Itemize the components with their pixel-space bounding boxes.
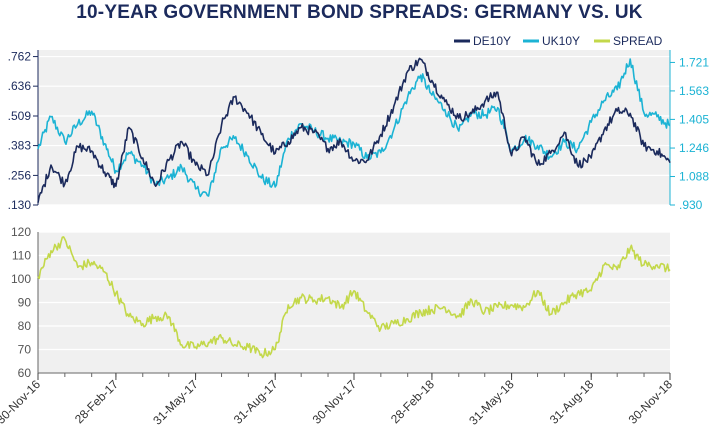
left-axis-tick-label: .130: [8, 198, 32, 212]
x-axis-tick-label: 28-Feb-17: [72, 377, 121, 426]
series-line-de10y: [37, 57, 671, 203]
x-axis-tick-label: 31-Aug-17: [231, 377, 281, 427]
series-line-uk10y: [37, 58, 671, 198]
spread-axis-tick-label: 120: [11, 225, 31, 239]
top-panel-background: [38, 50, 670, 205]
x-axis-tick-label: 31-May-18: [466, 377, 517, 428]
spread-axis-tick-label: 110: [12, 249, 31, 263]
x-axis-tick-label: 30-Nov-18: [626, 377, 676, 427]
left-axis-tick-label: .762: [8, 50, 32, 64]
series-line-spread: [37, 236, 671, 359]
legend-label: DE10Y: [473, 34, 511, 48]
x-axis-tick-label: 31-May-17: [150, 377, 201, 428]
right-axis-tick-label: 1.721: [679, 55, 709, 69]
spread-axis-tick-label: 60: [18, 366, 32, 380]
legend-label: UK10Y: [542, 34, 580, 48]
left-axis-tick-label: .636: [8, 79, 32, 93]
spread-axis-tick-label: 80: [18, 319, 32, 333]
x-axis-tick-label: 30-Nov-17: [310, 377, 360, 427]
x-axis-tick-label: 28-Feb-18: [388, 377, 437, 426]
spread-axis-tick-label: 100: [11, 272, 31, 286]
left-axis-tick-label: .509: [8, 109, 32, 123]
chart-title: 10-YEAR GOVERNMENT BOND SPREADS: GERMANY…: [76, 2, 643, 23]
legend-label: SPREAD: [613, 34, 663, 48]
left-axis-tick-label: .383: [8, 139, 32, 153]
spread-axis-tick-label: 90: [18, 296, 32, 310]
x-axis-tick-label: 31-Aug-18: [547, 377, 597, 427]
left-axis-tick-label: .256: [8, 168, 32, 182]
right-axis-tick-label: 1.088: [679, 170, 709, 184]
right-axis-tick-label: 1.563: [679, 84, 709, 98]
right-axis-tick-label: 1.405: [679, 112, 709, 126]
x-axis-tick-label: 30-Nov-16: [0, 377, 43, 427]
spread-axis-tick-label: 70: [18, 343, 32, 357]
right-axis-tick-label: .930: [679, 198, 703, 212]
right-axis-tick-label: 1.246: [679, 141, 709, 155]
